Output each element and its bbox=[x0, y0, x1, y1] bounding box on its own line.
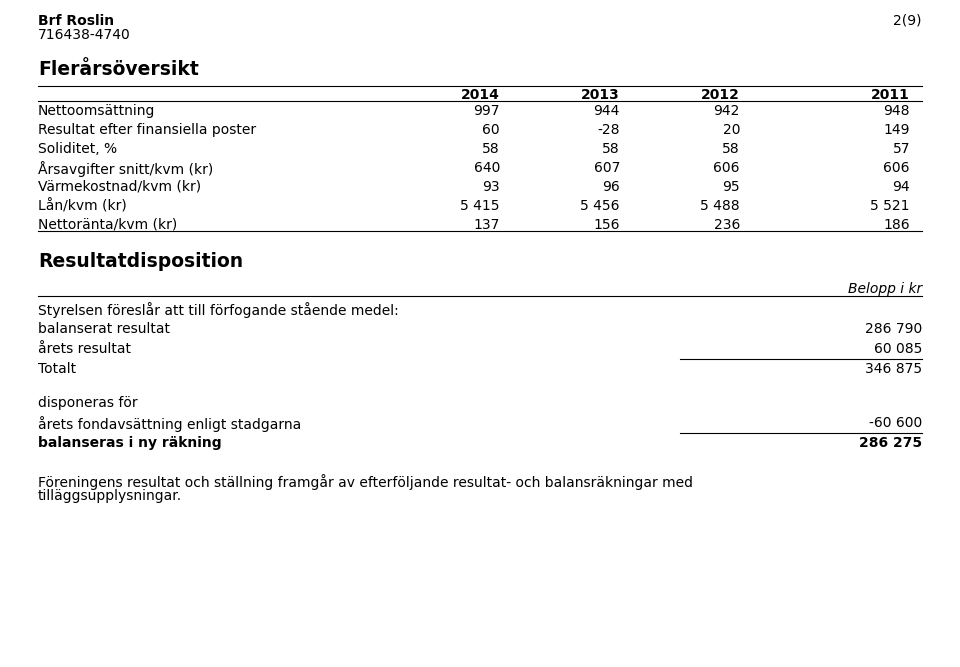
Text: balanseras i ny räkning: balanseras i ny räkning bbox=[38, 436, 222, 450]
Text: Nettoränta/kvm (kr): Nettoränta/kvm (kr) bbox=[38, 218, 178, 232]
Text: 60: 60 bbox=[482, 123, 500, 137]
Text: 286 790: 286 790 bbox=[865, 322, 922, 336]
Text: 2014: 2014 bbox=[461, 88, 500, 102]
Text: Årsavgifter snitt/kvm (kr): Årsavgifter snitt/kvm (kr) bbox=[38, 161, 213, 177]
Text: -28: -28 bbox=[597, 123, 620, 137]
Text: 156: 156 bbox=[593, 218, 620, 232]
Text: 2013: 2013 bbox=[581, 88, 620, 102]
Text: Föreningens resultat och ställning framgår av efterföljande resultat- och balans: Föreningens resultat och ställning framg… bbox=[38, 474, 693, 490]
Text: Värmekostnad/kvm (kr): Värmekostnad/kvm (kr) bbox=[38, 180, 202, 194]
Text: 58: 58 bbox=[722, 142, 740, 156]
Text: Resultatdisposition: Resultatdisposition bbox=[38, 252, 243, 271]
Text: Soliditet, %: Soliditet, % bbox=[38, 142, 117, 156]
Text: 95: 95 bbox=[722, 180, 740, 194]
Text: 58: 58 bbox=[602, 142, 620, 156]
Text: 2012: 2012 bbox=[701, 88, 740, 102]
Text: 5 521: 5 521 bbox=[871, 199, 910, 213]
Text: 57: 57 bbox=[893, 142, 910, 156]
Text: Totalt: Totalt bbox=[38, 362, 76, 376]
Text: Belopp i kr: Belopp i kr bbox=[848, 282, 922, 296]
Text: 346 875: 346 875 bbox=[865, 362, 922, 376]
Text: Lån/kvm (kr): Lån/kvm (kr) bbox=[38, 199, 127, 213]
Text: Resultat efter finansiella poster: Resultat efter finansiella poster bbox=[38, 123, 256, 137]
Text: 607: 607 bbox=[593, 161, 620, 175]
Text: 5 415: 5 415 bbox=[461, 199, 500, 213]
Text: balanserat resultat: balanserat resultat bbox=[38, 322, 170, 336]
Text: 96: 96 bbox=[602, 180, 620, 194]
Text: 997: 997 bbox=[473, 104, 500, 118]
Text: 186: 186 bbox=[883, 218, 910, 232]
Text: 640: 640 bbox=[473, 161, 500, 175]
Text: 60 085: 60 085 bbox=[874, 342, 922, 356]
Text: 942: 942 bbox=[713, 104, 740, 118]
Text: årets resultat: årets resultat bbox=[38, 342, 131, 356]
Text: Flerårsöversikt: Flerårsöversikt bbox=[38, 60, 199, 79]
Text: tilläggsupplysningar.: tilläggsupplysningar. bbox=[38, 489, 182, 503]
Text: 5 456: 5 456 bbox=[581, 199, 620, 213]
Text: 58: 58 bbox=[482, 142, 500, 156]
Text: 2011: 2011 bbox=[871, 88, 910, 102]
Text: 286 275: 286 275 bbox=[859, 436, 922, 450]
Text: Styrelsen föreslår att till förfogande stående medel:: Styrelsen föreslår att till förfogande s… bbox=[38, 302, 398, 318]
Text: 94: 94 bbox=[893, 180, 910, 194]
Text: 2(9): 2(9) bbox=[894, 14, 922, 28]
Text: 944: 944 bbox=[593, 104, 620, 118]
Text: 20: 20 bbox=[723, 123, 740, 137]
Text: 716438-4740: 716438-4740 bbox=[38, 28, 131, 42]
Text: årets fondavsättning enligt stadgarna: årets fondavsättning enligt stadgarna bbox=[38, 416, 301, 432]
Text: 948: 948 bbox=[883, 104, 910, 118]
Text: Nettoomsättning: Nettoomsättning bbox=[38, 104, 156, 118]
Text: disponeras för: disponeras för bbox=[38, 396, 137, 410]
Text: 236: 236 bbox=[713, 218, 740, 232]
Text: 149: 149 bbox=[883, 123, 910, 137]
Text: -60 600: -60 600 bbox=[869, 416, 922, 430]
Text: Brf Roslin: Brf Roslin bbox=[38, 14, 114, 28]
Text: 5 488: 5 488 bbox=[701, 199, 740, 213]
Text: 606: 606 bbox=[883, 161, 910, 175]
Text: 606: 606 bbox=[713, 161, 740, 175]
Text: 137: 137 bbox=[473, 218, 500, 232]
Text: 93: 93 bbox=[482, 180, 500, 194]
